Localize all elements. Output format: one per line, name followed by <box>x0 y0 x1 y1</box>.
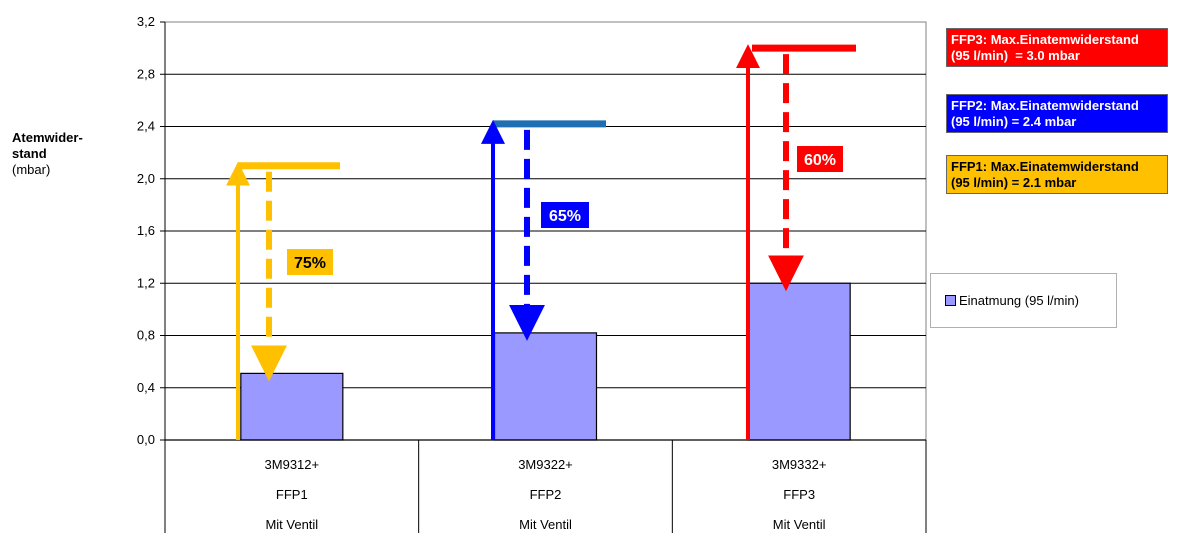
y-tick-label: 1,6 <box>137 223 155 238</box>
ffp1-limit-box: FFP1: Max.Einatemwiderstand (95 l/min) =… <box>946 155 1168 194</box>
y-tick-label: 3,2 <box>137 14 155 29</box>
y-tick-label: 0,8 <box>137 328 155 343</box>
chart-legend: Einatmung (95 l/min) <box>930 273 1117 328</box>
y-axis-unit: (mbar) <box>12 162 51 177</box>
ffp2-limit-line1: FFP2: Max.Einatemwiderstand <box>951 98 1139 113</box>
ffp1-limit-line1: FFP1: Max.Einatemwiderstand <box>951 159 1139 174</box>
ffp3-limit-box: FFP3: Max.Einatemwiderstand (95 l/min) =… <box>946 28 1168 67</box>
bar-ffp1 <box>240 372 344 441</box>
y-tick-label: 2,8 <box>137 66 155 81</box>
y-axis-label: Atemwider-stand (mbar) <box>12 130 83 178</box>
category-label: FFP1 <box>276 487 308 502</box>
bar-ffp2 <box>493 332 598 441</box>
category-label: FFP3 <box>783 487 815 502</box>
category-label: 3M9332+ <box>772 457 827 472</box>
bar-ffp3 <box>747 282 851 441</box>
y-tick-label: 2,0 <box>137 171 155 186</box>
y-tick-label: 2,4 <box>137 119 155 134</box>
ffp1-percent-badge <box>287 249 333 275</box>
ffp1-percent-label: 75% <box>294 255 326 272</box>
ffp2-limit-box: FFP2: Max.Einatemwiderstand (95 l/min) =… <box>946 94 1168 133</box>
category-label: Mit Ventil <box>773 517 826 532</box>
ffp2-percent-label: 65% <box>549 208 581 225</box>
ffp2-limit-line2: (95 l/min) = 2.4 mbar <box>951 114 1077 129</box>
y-axis-title: Atemwider-stand <box>12 130 83 161</box>
y-tick-label: 1,2 <box>137 275 155 290</box>
y-tick-label: 0,0 <box>137 432 155 447</box>
ffp1-limit-line2: (95 l/min) = 2.1 mbar <box>951 175 1077 190</box>
category-label: Mit Ventil <box>265 517 318 532</box>
legend-swatch <box>945 295 956 306</box>
category-label: 3M9312+ <box>265 457 320 472</box>
legend-label: Einatmung (95 l/min) <box>959 293 1079 308</box>
category-label: Mit Ventil <box>519 517 572 532</box>
ffp3-percent-label: 60% <box>804 152 836 169</box>
category-label: FFP2 <box>530 487 562 502</box>
ffp3-limit-line1: FFP3: Max.Einatemwiderstand <box>951 32 1139 47</box>
ffp3-percent-badge <box>797 146 843 172</box>
y-tick-label: 0,4 <box>137 380 155 395</box>
category-label: 3M9322+ <box>518 457 573 472</box>
ffp2-percent-badge <box>541 202 589 228</box>
ffp3-limit-line2: (95 l/min) = 3.0 mbar <box>951 48 1080 63</box>
